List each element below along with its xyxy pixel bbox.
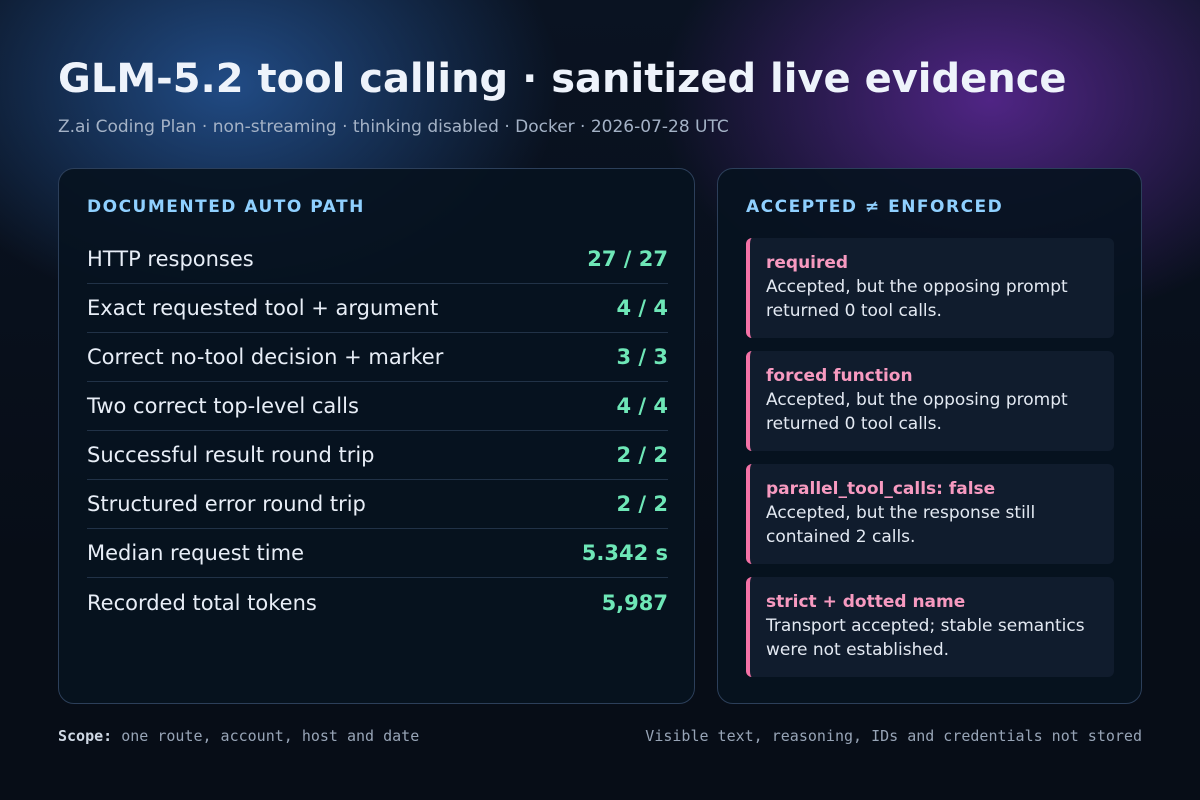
metric-value: 5.342 s (581, 541, 668, 565)
note-title: forced function (766, 366, 913, 386)
accepted-not-enforced-card: ACCEPTED ≠ ENFORCED required Accepted, b… (717, 168, 1142, 704)
note-title: required (766, 253, 849, 273)
metric-label: Two correct top-level calls (87, 394, 359, 418)
metric-row: Successful result round trip 2 / 2 (87, 431, 668, 480)
metric-value: 3 / 3 (616, 345, 668, 369)
metric-row: Two correct top-level calls 4 / 4 (87, 382, 668, 431)
metric-value: 2 / 2 (616, 443, 668, 467)
note-item: strict + dotted name Transport accepted;… (746, 577, 1114, 677)
note-body: Transport accepted; stable semantics wer… (766, 616, 1085, 660)
metric-label: Recorded total tokens (87, 590, 317, 615)
metric-row: Exact requested tool + argument 4 / 4 (87, 284, 668, 333)
note-body: Accepted, but the response still contain… (766, 503, 1036, 547)
card-heading-accepted: ACCEPTED ≠ ENFORCED (746, 197, 1004, 217)
metric-row: Median request time 5.342 s (87, 529, 668, 578)
note-item: required Accepted, but the opposing prom… (746, 238, 1114, 338)
metric-value: 4 / 4 (616, 394, 668, 418)
metric-row: Recorded total tokens 5,987 (87, 578, 668, 627)
note-body: Accepted, but the opposing prompt return… (766, 277, 1068, 321)
footer-storage-note: Visible text, reasoning, IDs and credent… (645, 727, 1142, 745)
footer-scope: Scope: one route, account, host and date (58, 727, 419, 745)
card-heading-auto-path: DOCUMENTED AUTO PATH (87, 197, 365, 217)
note-title: parallel_tool_calls: false (766, 479, 996, 499)
metric-label: Exact requested tool + argument (87, 296, 439, 320)
note-body: Accepted, but the opposing prompt return… (766, 390, 1068, 434)
documented-auto-path-card: DOCUMENTED AUTO PATH HTTP responses 27 /… (58, 168, 695, 704)
metric-value: 2 / 2 (616, 492, 668, 516)
metric-label: Successful result round trip (87, 443, 375, 467)
metric-value: 5,987 (601, 590, 668, 615)
metric-row: HTTP responses 27 / 27 (87, 235, 668, 284)
metric-label: Median request time (87, 541, 305, 565)
metric-row: Structured error round trip 2 / 2 (87, 480, 668, 529)
note-item: parallel_tool_calls: false Accepted, but… (746, 464, 1114, 564)
metric-row: Correct no-tool decision + marker 3 / 3 (87, 333, 668, 382)
page-subtitle: Z.ai Coding Plan · non-streaming · think… (58, 117, 729, 137)
metric-label: Structured error round trip (87, 492, 366, 516)
metric-label: Correct no-tool decision + marker (87, 345, 444, 369)
note-item: forced function Accepted, but the opposi… (746, 351, 1114, 451)
metric-label: HTTP responses (87, 247, 254, 271)
notes-list: required Accepted, but the opposing prom… (746, 238, 1114, 690)
note-title: strict + dotted name (766, 592, 966, 612)
metrics-list: HTTP responses 27 / 27 Exact requested t… (87, 235, 668, 627)
metric-value: 4 / 4 (616, 296, 668, 320)
footer-scope-label: Scope: (58, 727, 113, 745)
page-title: GLM-5.2 tool calling · sanitized live ev… (58, 56, 1067, 102)
footer-scope-text: one route, account, host and date (112, 727, 420, 745)
metric-value: 27 / 27 (587, 247, 668, 271)
